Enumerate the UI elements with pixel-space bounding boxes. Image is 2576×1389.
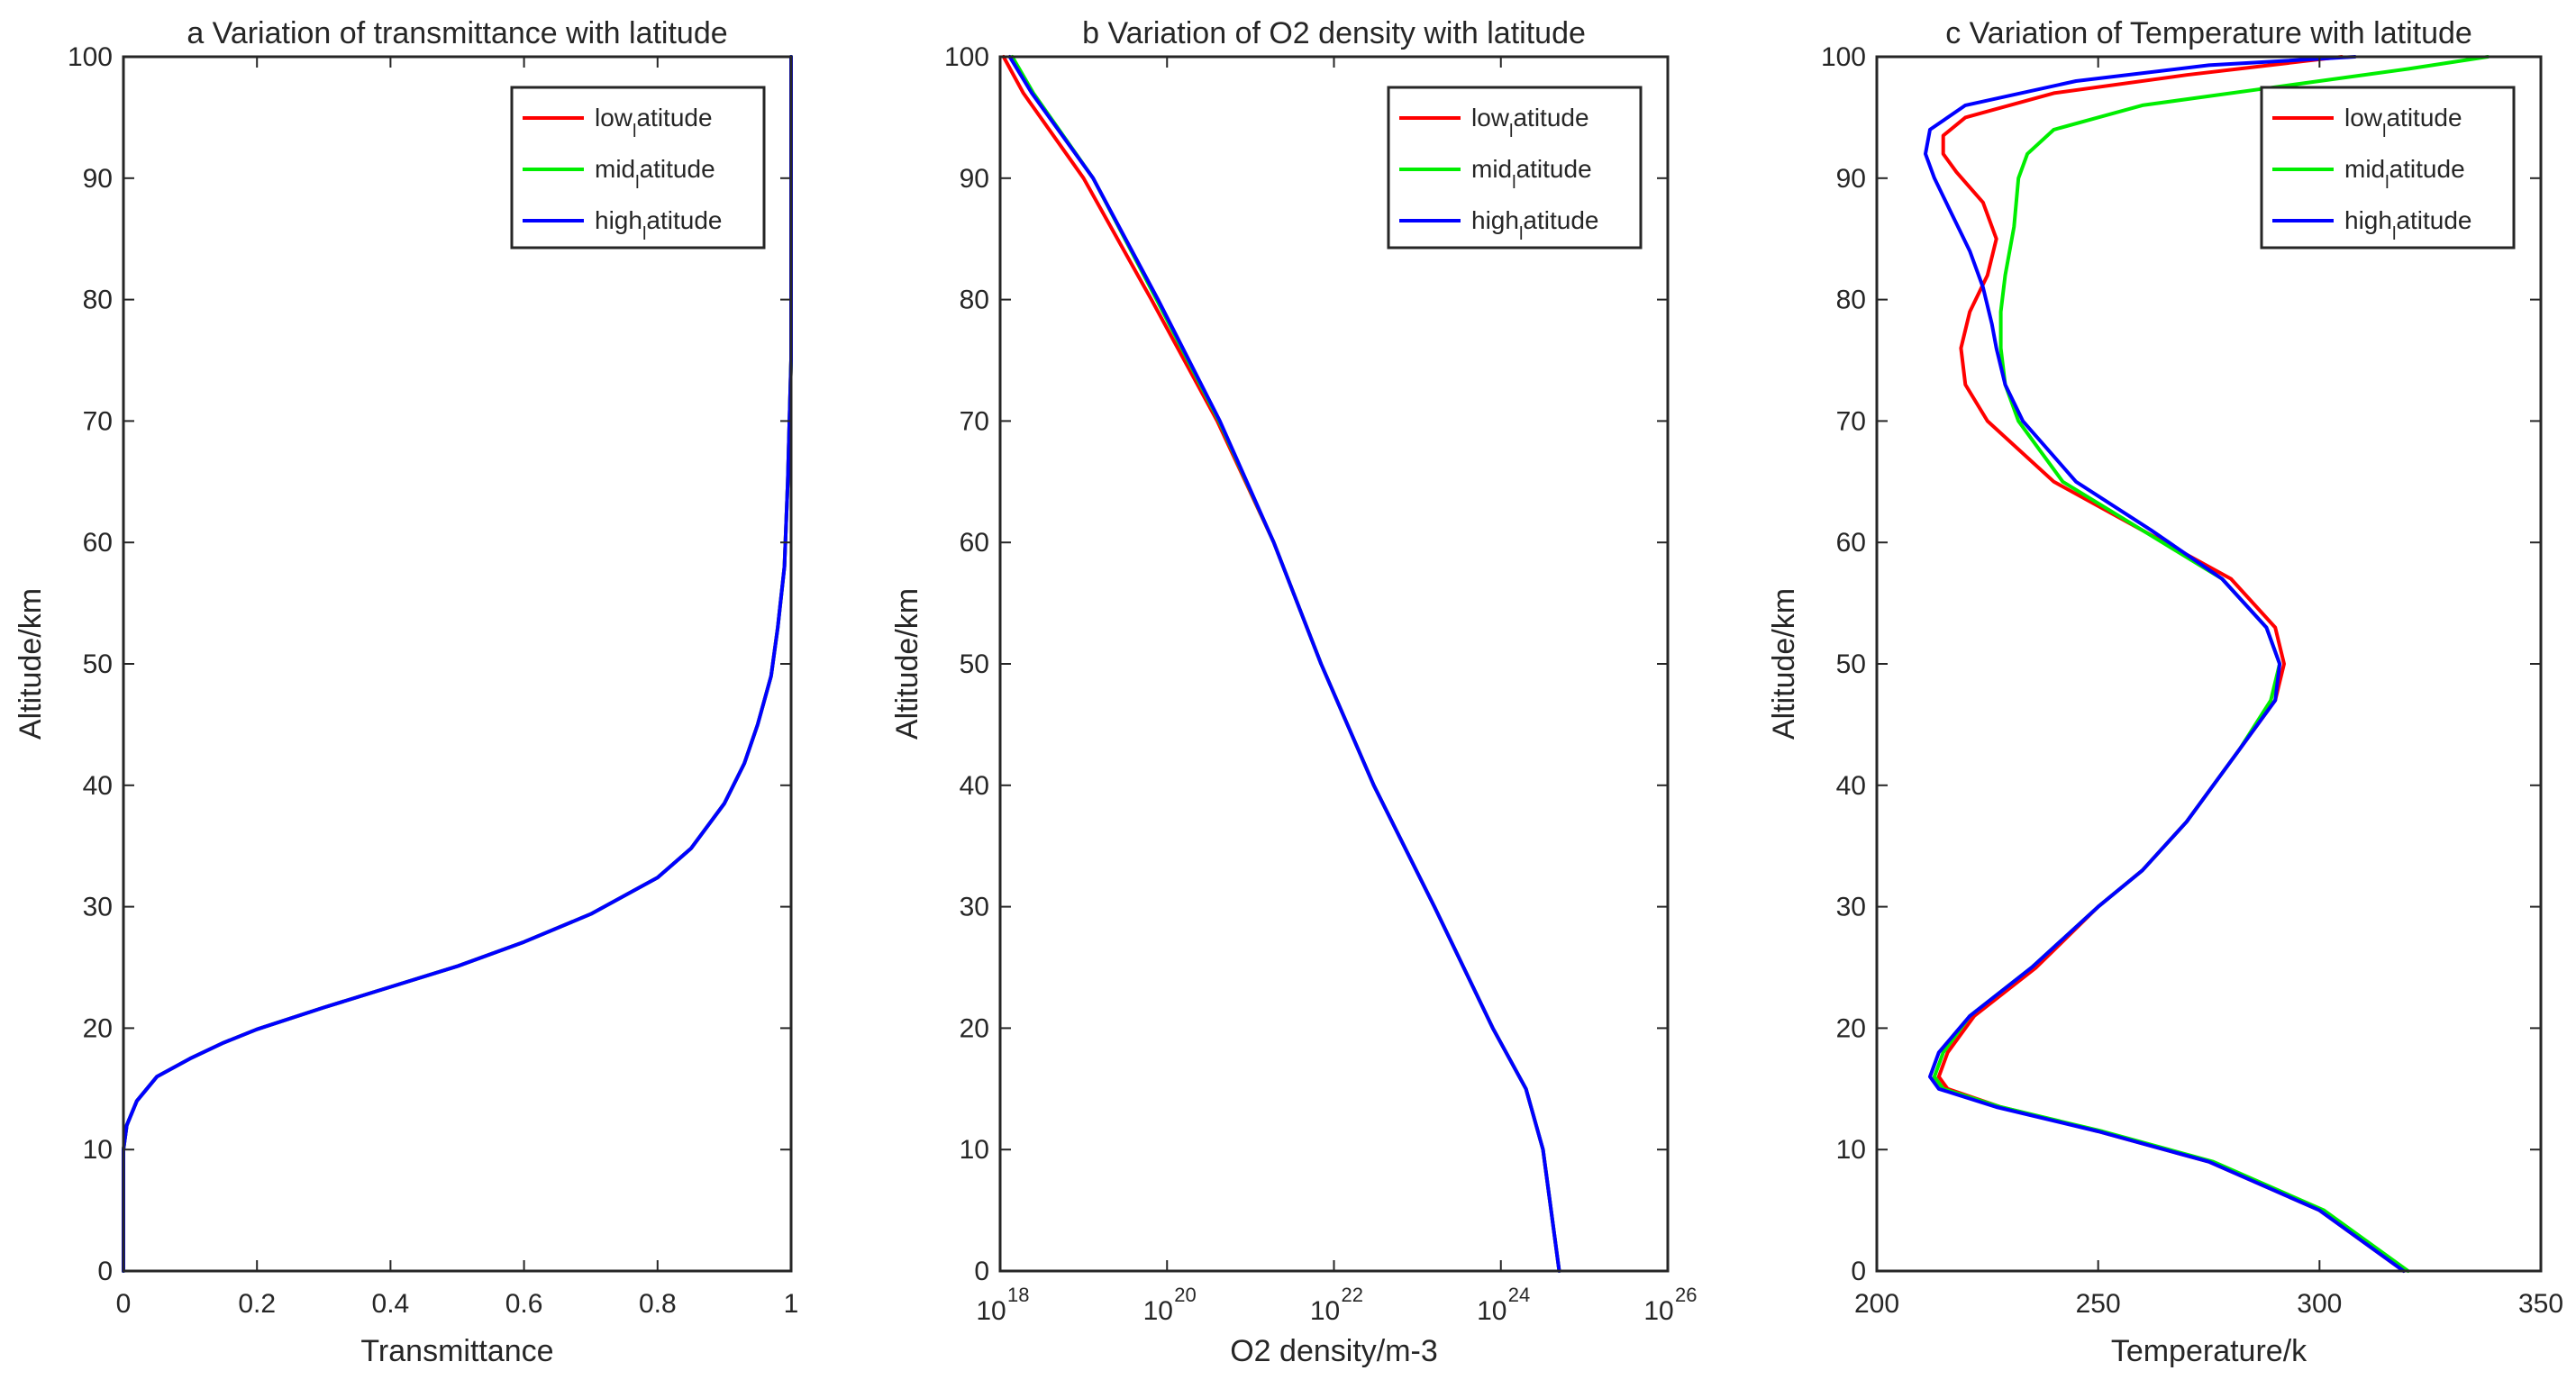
legend-label-high: highlatitude [1471,206,1598,244]
legend-label-mid: midlatitude [595,155,715,193]
legend-label-high: highlatitude [2344,206,2471,244]
y-tick-label: 50 [1836,649,1866,679]
x-tick-label: 0.2 [238,1289,276,1319]
x-tick-label: 1 [784,1289,799,1319]
y-tick-label: 100 [1821,42,1866,72]
x-tick-label: 300 [2297,1289,2342,1319]
x-tick-label: 10 [1310,1296,1340,1326]
chart-title: a Variation of transmittance with latitu… [187,16,727,50]
series-line-high-latitude [122,55,793,1273]
y-axis-label: Altitude/km [14,588,48,740]
y-tick-label: 90 [1836,164,1866,194]
y-tick-label: 40 [960,771,989,801]
y-tick-label: 100 [68,42,113,72]
y-tick-label: 80 [1836,286,1866,315]
y-tick-label: 80 [83,286,113,315]
x-tick-label: 0.6 [505,1289,543,1319]
legend: lowlatitude midlatitude highlatitude [2260,86,2516,250]
x-tick-label-exponent: 20 [1174,1284,1196,1306]
y-tick-label: 20 [960,1013,989,1043]
y-tick-label: 50 [960,649,989,679]
x-tick-label-exponent: 18 [1007,1284,1029,1306]
chart-title: b Variation of O2 density with latitude [1082,16,1586,50]
y-tick-label: 70 [960,406,989,436]
y-tick-label: 10 [1836,1135,1866,1165]
chart-panel-1: 0102030405060708090100101810201022102410… [890,16,1697,1368]
legend: lowlatitude midlatitude highlatitude [510,86,766,250]
y-tick-label: 20 [1836,1013,1866,1043]
legend-label-mid: midlatitude [2344,155,2465,193]
chart-panel-0: 0 10 20 30 40 50 60 70 80 90 100 0 0.2 0.4 0.6 0.8 1 a Va… [14,16,798,1368]
y-tick-label: 30 [83,893,113,922]
y-tick-label: 0 [974,1257,989,1286]
legend: lowlatitude midlatitude highlatitude [1387,86,1643,250]
x-tick-label-exponent: 26 [1675,1284,1697,1306]
x-tick-label: 350 [2518,1289,2563,1319]
y-tick-label: 0 [1851,1257,1866,1286]
y-axis-label: Altitude/km [890,588,924,740]
x-axis-label: Transmittance [360,1334,553,1368]
series-line-high-latitude [1924,55,2406,1273]
y-tick-label: 40 [83,771,113,801]
y-axis-label: Altitude/km [1767,588,1801,740]
y-tick-label: 10 [960,1135,989,1165]
legend-label-low: lowlatitude [1471,104,1589,141]
x-tick-label: 10 [1643,1296,1673,1326]
x-tick-label: 0.8 [639,1289,677,1319]
x-tick-label-exponent: 24 [1508,1284,1530,1306]
y-tick-label: 90 [960,164,989,194]
x-tick-label: 0 [116,1289,132,1319]
plot-area [1877,57,2541,1271]
y-tick-label: 100 [944,42,989,72]
y-tick-label: 60 [83,528,113,558]
x-tick-label: 0.4 [372,1289,410,1319]
legend-label-mid: midlatitude [1471,155,1592,193]
y-tick-label: 20 [83,1013,113,1043]
x-tick-label-exponent: 22 [1342,1284,1363,1306]
y-tick-label: 60 [960,528,989,558]
legend-label-low: lowlatitude [595,104,713,141]
y-tick-label: 0 [97,1257,113,1286]
plot-area [1000,57,1668,1271]
x-tick-label: 10 [1477,1296,1506,1326]
x-axis-label: O2 density/m-3 [1230,1334,1438,1368]
chart-panel-2: 0 10 20 30 40 50 60 70 80 90 100 200 250 300 350 c Vari… [1767,16,2563,1368]
x-tick-label: 10 [1143,1296,1173,1326]
legend-label-high: highlatitude [595,206,722,244]
series-line-low-latitude [1936,55,2406,1273]
x-axis-label: Temperature/k [2111,1334,2307,1368]
y-tick-label: 60 [1836,528,1866,558]
series-line-high-latitude [1007,55,1561,1273]
y-tick-label: 30 [960,893,989,922]
y-tick-label: 90 [83,164,113,194]
y-tick-label: 10 [83,1135,113,1165]
y-tick-label: 40 [1836,771,1866,801]
x-tick-label: 10 [976,1296,1006,1326]
y-tick-label: 70 [83,406,113,436]
chart-title: c Variation of Temperature with latitude [1945,16,2472,50]
x-tick-label: 250 [2076,1289,2121,1319]
legend-label-low: lowlatitude [2344,104,2462,141]
plot-area [123,57,791,1271]
y-tick-label: 50 [83,649,113,679]
y-tick-label: 30 [1836,893,1866,922]
y-tick-label: 80 [960,286,989,315]
y-tick-label: 70 [1836,406,1866,436]
x-tick-label: 200 [1854,1289,1899,1319]
